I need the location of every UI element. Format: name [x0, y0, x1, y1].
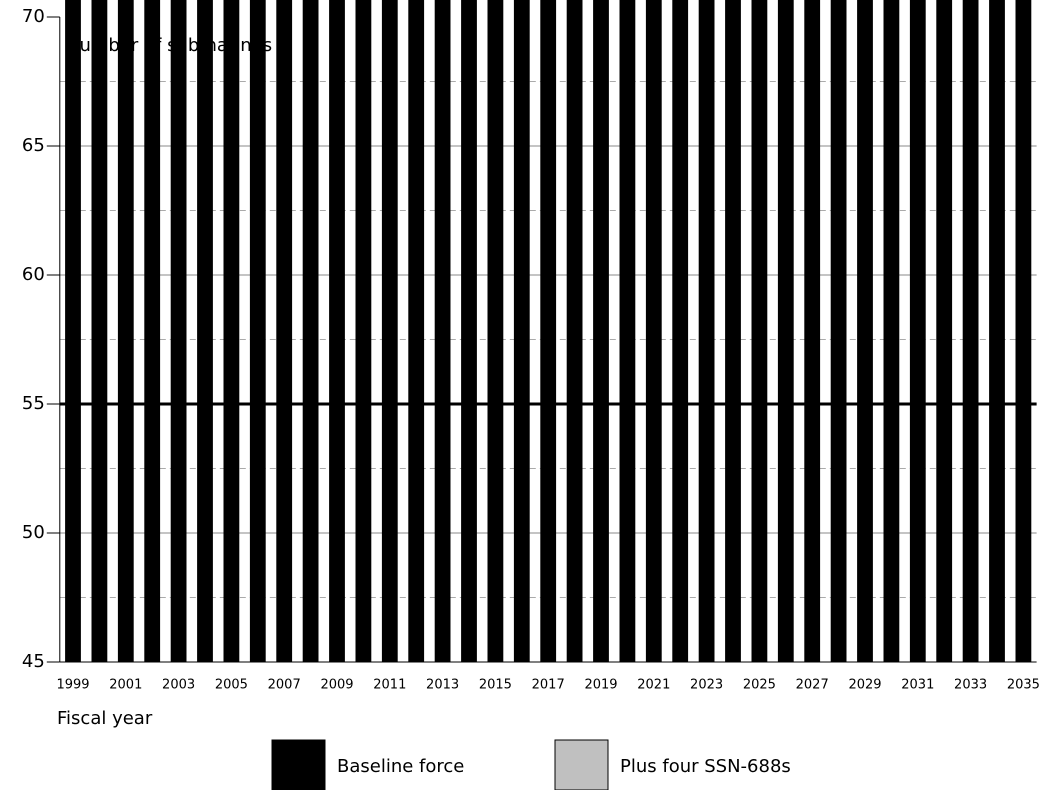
bar-segment — [487, 0, 504, 663]
bar-segment — [302, 0, 319, 663]
bar-segment — [936, 0, 953, 663]
bar-segment — [909, 0, 926, 663]
bar-segment — [830, 0, 847, 663]
bar-segment — [857, 0, 873, 663]
bar-segment — [144, 0, 161, 663]
bar-segment — [645, 0, 662, 663]
x-tick-label: 2007 — [268, 678, 301, 693]
bar-segment — [804, 0, 821, 663]
bar-segment — [355, 0, 372, 663]
bar-segment — [777, 0, 794, 663]
bar-segment — [461, 0, 477, 663]
x-tick-label: 2021 — [637, 678, 670, 693]
bar-segment — [276, 0, 293, 663]
bar-segment — [91, 0, 108, 663]
bar-segment — [329, 0, 345, 663]
y-axis-label: Number of submarines — [66, 35, 272, 56]
bar-segment — [434, 0, 451, 663]
x-tick-label: 2005 — [215, 678, 248, 693]
x-tick-label: 2029 — [848, 678, 881, 693]
x-tick-label: 2033 — [954, 678, 987, 693]
legend-label: Plus four SSN-688s — [620, 756, 791, 777]
bar-segment — [249, 0, 266, 663]
y-tick-label: 45 — [22, 651, 45, 672]
bar-segment — [751, 0, 768, 663]
bar-segment — [672, 0, 689, 663]
x-tick-label: 2035 — [1007, 678, 1040, 693]
bar-segment — [513, 0, 530, 663]
y-tick-label: 70 — [22, 6, 45, 27]
bar-segment — [593, 0, 609, 663]
x-tick-label: 2023 — [690, 678, 723, 693]
x-tick-label: 2015 — [479, 678, 512, 693]
x-tick-label: 2013 — [426, 678, 459, 693]
x-tick-label: 2027 — [796, 678, 829, 693]
bar-segment — [197, 0, 213, 663]
bar-segment — [725, 0, 741, 663]
bar-segment — [65, 0, 81, 663]
y-tick-label: 50 — [22, 522, 45, 543]
bar-segment — [989, 0, 1005, 663]
bar-segment — [408, 0, 425, 663]
legend-label: Baseline force — [337, 756, 464, 777]
y-tick-label: 60 — [22, 264, 45, 285]
bar-segment — [883, 0, 900, 663]
x-tick-label: 2017 — [532, 678, 565, 693]
x-tick-label: 2025 — [743, 678, 776, 693]
bar-segment — [698, 0, 715, 663]
bar-segment — [170, 0, 187, 663]
legend-swatch — [554, 739, 609, 790]
bar-segment — [1015, 0, 1032, 663]
legend-swatch — [271, 739, 326, 790]
bar-segment — [962, 0, 979, 663]
bar-segment — [540, 0, 557, 663]
bar-segment — [117, 0, 134, 663]
x-tick-label: 2009 — [320, 678, 353, 693]
bar-segment — [619, 0, 636, 663]
y-tick-label: 65 — [22, 135, 45, 156]
x-tick-label: 2019 — [584, 678, 617, 693]
x-tick-label: 2001 — [109, 678, 142, 693]
x-tick-label: 2003 — [162, 678, 195, 693]
x-tick-label: 2031 — [901, 678, 934, 693]
x-tick-label: 2011 — [373, 678, 406, 693]
x-tick-label: 1999 — [56, 678, 89, 693]
bar-segment — [566, 0, 583, 663]
bar-segment — [223, 0, 240, 663]
bar-segment — [381, 0, 398, 663]
y-tick-label: 55 — [22, 393, 45, 414]
x-axis-label: Fiscal year — [57, 708, 153, 729]
